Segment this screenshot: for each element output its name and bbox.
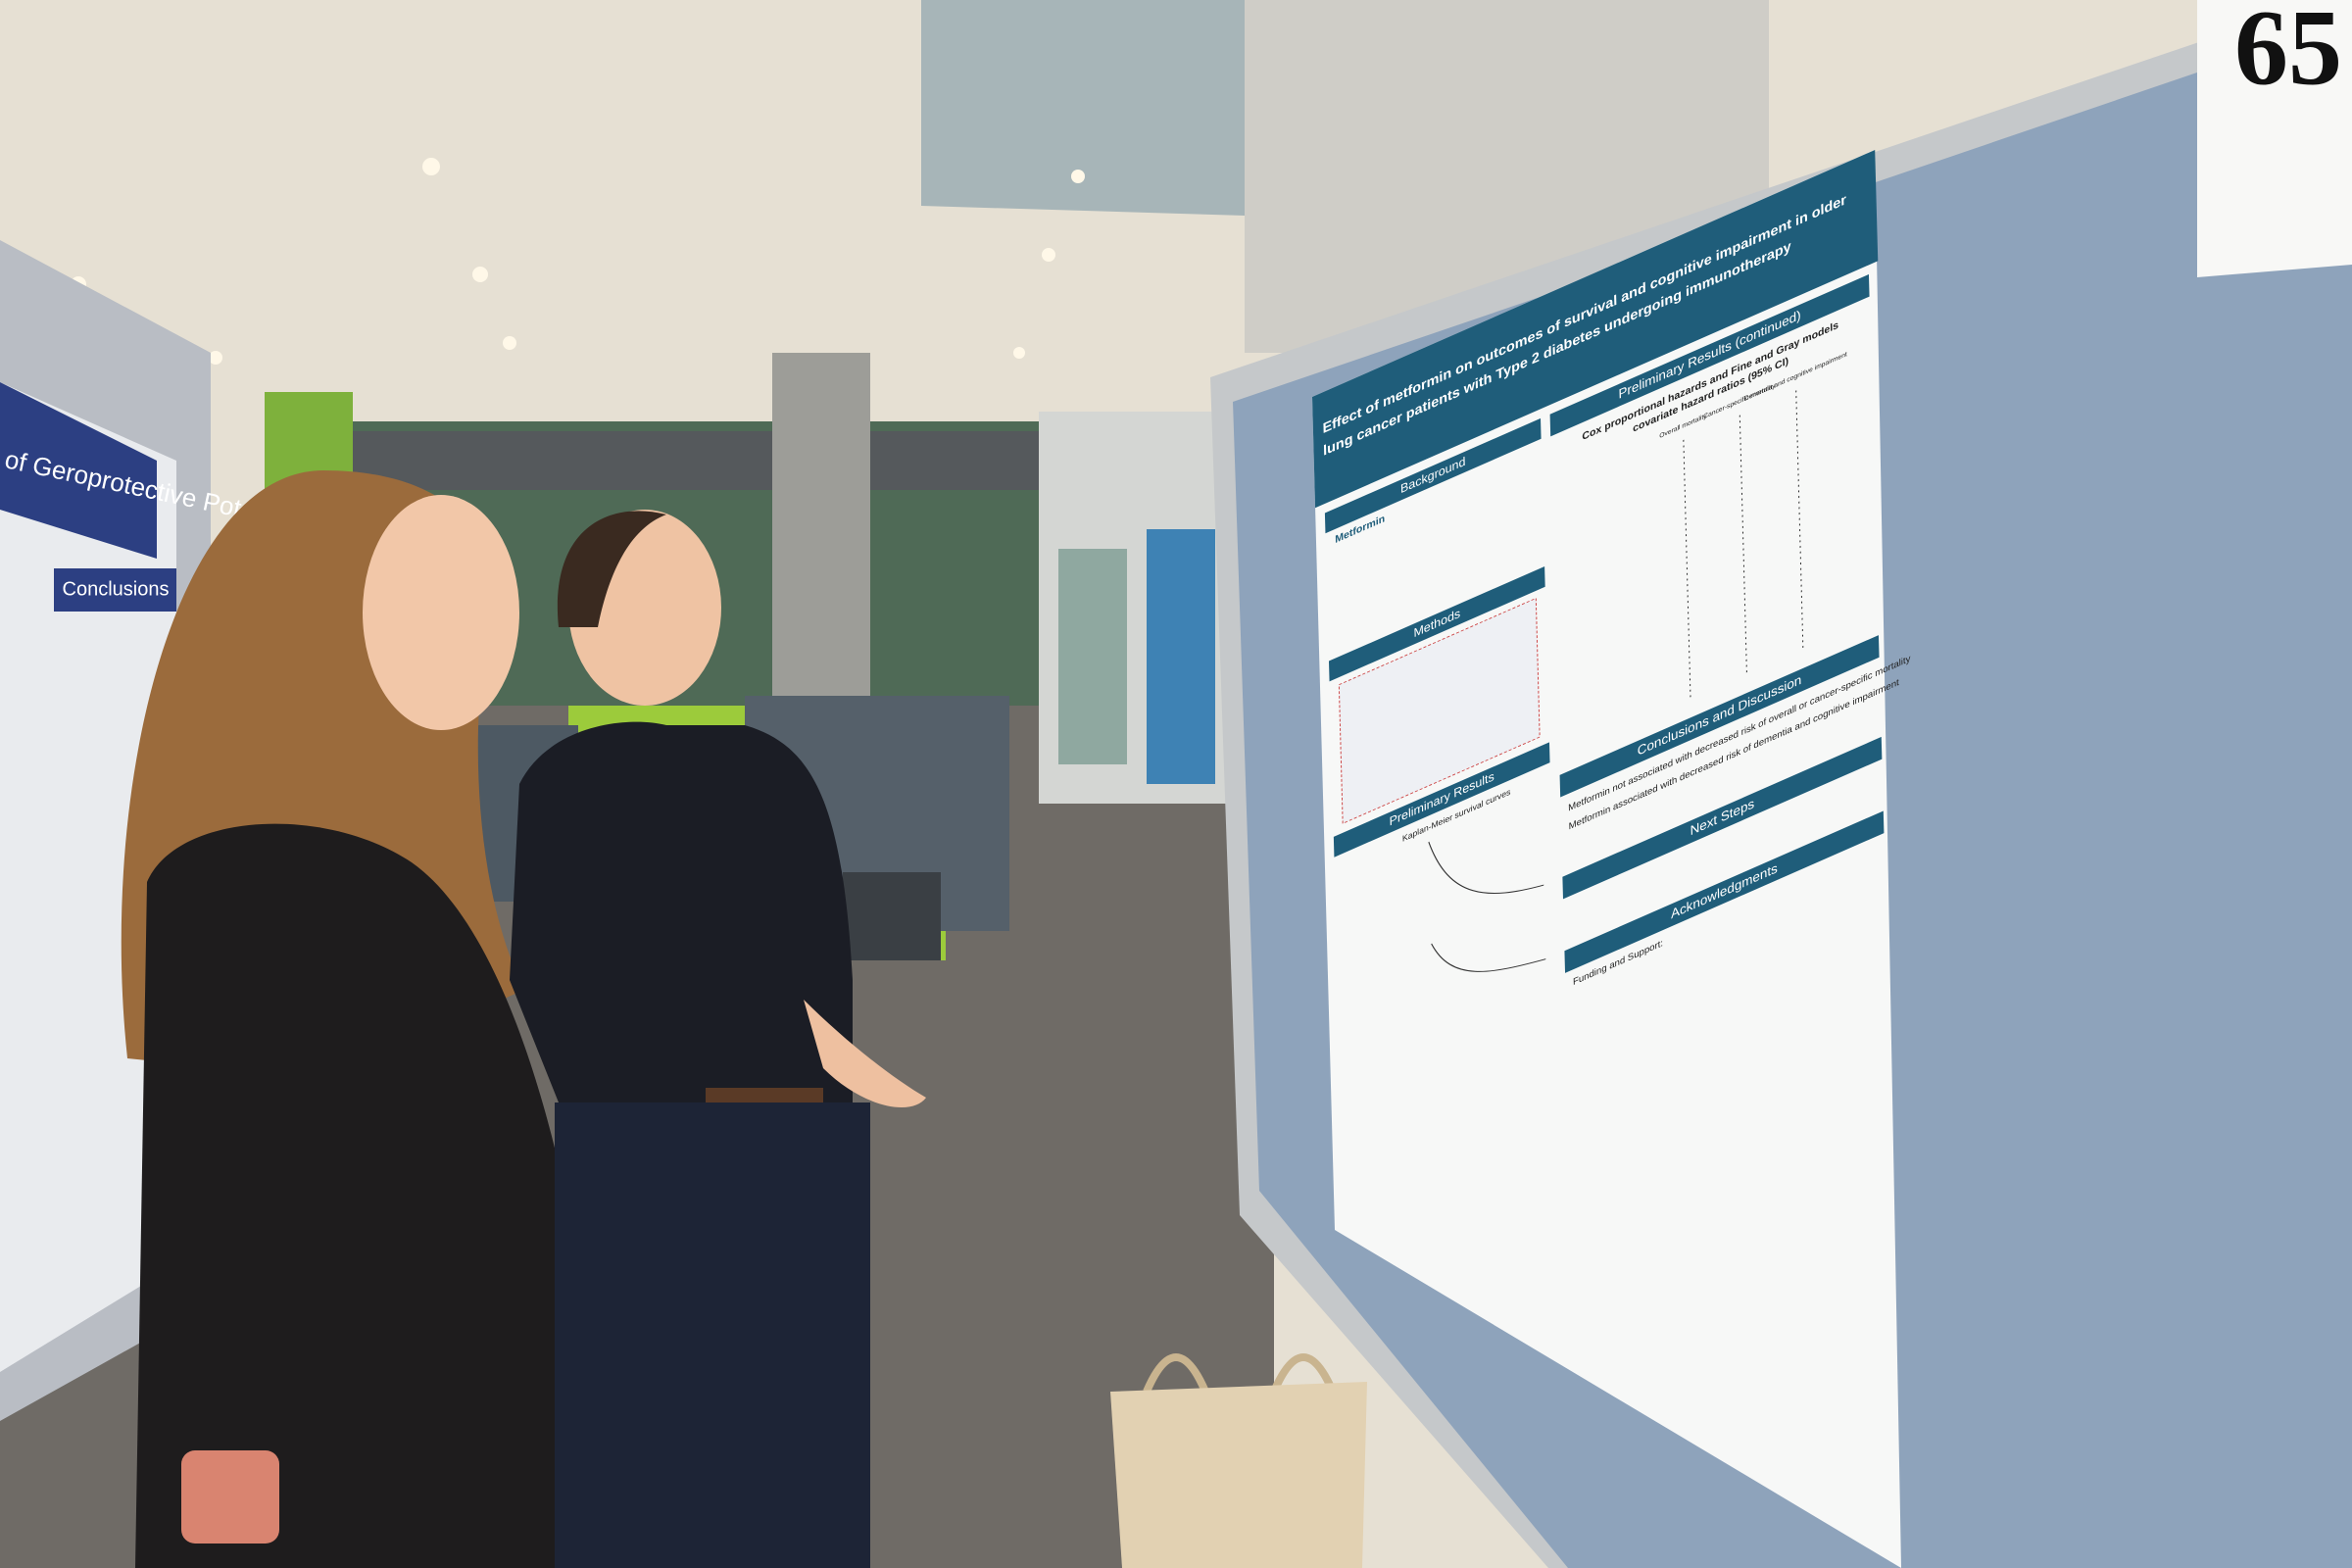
shape	[1042, 248, 1055, 262]
poster-title-band	[1312, 149, 1879, 509]
section-band	[1328, 565, 1545, 682]
glass-door	[1058, 549, 1127, 764]
left-poster	[0, 382, 176, 1372]
section-band	[1559, 635, 1880, 798]
hands	[804, 1000, 926, 1107]
left-section-heading: Conclusions	[63, 578, 170, 600]
shape	[1071, 170, 1085, 183]
section-band	[1324, 417, 1542, 534]
section-band	[1549, 273, 1870, 437]
shape	[209, 351, 222, 365]
hair	[557, 511, 666, 627]
number-card	[2197, 0, 2352, 277]
section-band	[1333, 742, 1550, 858]
ceiling-lights	[71, 158, 1085, 365]
face	[363, 495, 519, 730]
trousers	[555, 1102, 870, 1568]
shape	[472, 267, 488, 282]
survival-curves	[1428, 841, 1546, 972]
ceiling-grille	[353, 431, 1039, 490]
section-band	[1564, 810, 1885, 973]
phone	[181, 1450, 279, 1544]
concrete-pillar	[772, 353, 870, 698]
methods-diagram	[1338, 597, 1541, 824]
shape	[503, 336, 516, 350]
section-band	[1562, 736, 1883, 900]
left-poster-header	[0, 382, 157, 559]
top	[510, 721, 853, 1102]
left-section-box	[54, 568, 176, 612]
glass-balcony	[921, 0, 1245, 216]
glass-door	[1147, 529, 1215, 784]
tote-bag	[1110, 1382, 1367, 1568]
chair-seat	[843, 872, 941, 960]
shape	[1013, 347, 1025, 359]
bag-handles	[1143, 1353, 1337, 1394]
booth-number: 65	[2234, 0, 2342, 107]
shape	[422, 158, 440, 175]
sweater	[135, 823, 615, 1568]
